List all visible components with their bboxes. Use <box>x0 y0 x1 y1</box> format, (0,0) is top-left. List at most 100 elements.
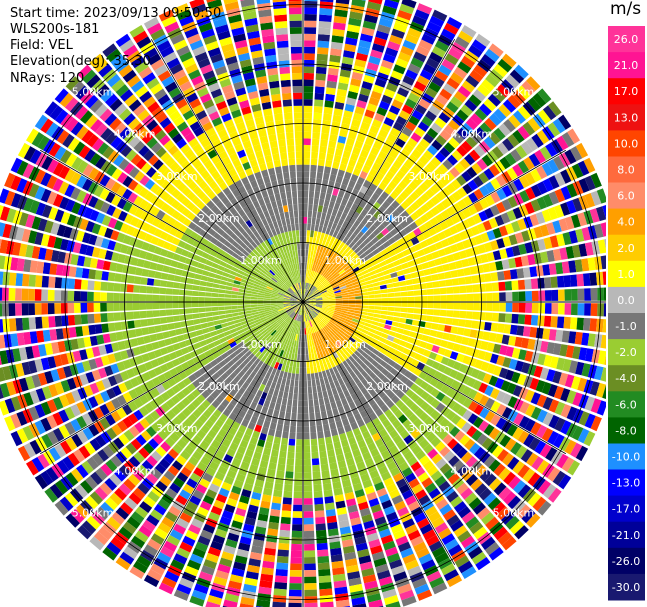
range-gate <box>160 402 171 413</box>
range-gate <box>264 357 270 365</box>
range-gate <box>527 254 536 266</box>
range-gate <box>156 417 167 429</box>
range-gate <box>418 224 428 233</box>
range-gate <box>328 293 335 297</box>
range-gate <box>211 117 223 127</box>
range-gate <box>259 285 267 290</box>
range-gate <box>47 356 57 369</box>
range-gate <box>252 165 260 174</box>
range-gate <box>0 222 6 237</box>
range-gate <box>239 252 247 260</box>
range-gate <box>303 452 311 460</box>
range-gate <box>247 353 255 361</box>
range-gate <box>355 52 368 62</box>
range-gate <box>332 230 339 238</box>
range-gate <box>245 287 253 291</box>
range-gate <box>283 225 288 233</box>
range-gate <box>211 477 223 487</box>
range-gate <box>143 335 152 344</box>
range-gate <box>488 262 497 272</box>
range-gate <box>202 327 210 334</box>
range-gate <box>149 410 161 421</box>
range-gate <box>474 234 484 245</box>
range-gate <box>211 302 218 307</box>
range-gate <box>432 281 440 288</box>
range-gate <box>374 187 384 196</box>
range-gate <box>198 286 206 292</box>
range-gate <box>233 335 241 341</box>
range-gate <box>173 39 188 51</box>
range-gate <box>251 291 259 295</box>
range-gate <box>328 140 337 149</box>
range-gate <box>221 399 230 408</box>
range-gate <box>325 227 331 235</box>
range-gate <box>476 158 488 171</box>
range-gate <box>175 98 188 110</box>
range-gate <box>380 289 388 294</box>
range-gate <box>544 290 552 301</box>
range-gate <box>161 576 177 589</box>
range-gate <box>257 325 265 331</box>
range-gate <box>22 317 30 331</box>
range-gate <box>276 40 289 48</box>
range-gate <box>295 283 299 290</box>
range-gate <box>334 447 343 456</box>
range-gate <box>181 433 192 444</box>
range-gate <box>342 276 350 281</box>
range-gate <box>371 475 383 485</box>
range-gate <box>514 256 523 268</box>
range-gate <box>159 134 171 146</box>
range-gate <box>324 263 330 271</box>
range-gate <box>304 33 316 41</box>
range-gate <box>275 213 281 221</box>
range-gate <box>200 64 213 75</box>
range-gate <box>261 142 270 151</box>
range-gate <box>536 165 548 180</box>
range-gate <box>346 498 357 507</box>
range-gate <box>171 133 183 144</box>
range-gate <box>274 234 280 243</box>
range-gate <box>261 426 269 435</box>
range-gate <box>110 230 120 241</box>
range-gate <box>198 571 213 582</box>
range-gate <box>122 391 133 403</box>
range-gate <box>192 185 202 196</box>
range-gate <box>94 357 104 368</box>
range-gate <box>150 422 162 433</box>
range-gate <box>555 262 564 275</box>
range-gate <box>399 589 415 601</box>
range-gate <box>318 285 325 291</box>
range-gate <box>299 373 303 381</box>
range-gate <box>278 335 284 342</box>
range-gate <box>69 228 79 240</box>
range-gate <box>318 398 325 406</box>
range-gate <box>223 545 236 555</box>
range-gate <box>315 73 326 81</box>
range-gate <box>259 271 266 277</box>
range-gate <box>437 163 449 175</box>
range-gate <box>285 307 292 311</box>
range-gate <box>4 172 16 189</box>
range-gate <box>126 302 133 311</box>
range-gate <box>289 164 296 172</box>
range-gate <box>252 286 260 290</box>
range-gate <box>312 271 317 278</box>
range-gate <box>316 300 323 302</box>
range-gate <box>252 395 260 404</box>
range-gate <box>334 101 345 110</box>
range-gate <box>273 106 283 115</box>
range-gate <box>371 278 379 284</box>
range-gate <box>395 138 406 148</box>
range-gate <box>397 87 410 98</box>
range-gate <box>492 227 502 239</box>
range-gate <box>126 284 134 293</box>
range-gate <box>29 439 42 455</box>
range-gate <box>419 138 430 149</box>
range-gate <box>349 233 357 241</box>
range-gate <box>144 361 154 371</box>
range-gate <box>65 199 76 212</box>
range-gate <box>169 482 181 494</box>
range-gate <box>290 550 302 558</box>
range-gate <box>283 315 290 321</box>
range-gate <box>160 324 169 332</box>
